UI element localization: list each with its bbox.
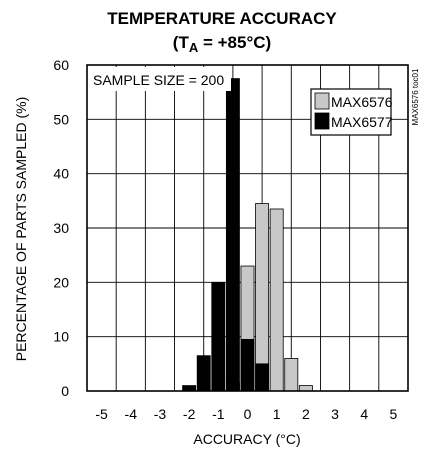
legend: MAX6576 MAX6577: [310, 88, 393, 136]
chart-subtitle-prefix: (T: [173, 33, 190, 52]
x-tick-label: 4: [360, 406, 368, 422]
chart-title: TEMPERATURE ACCURACY: [107, 9, 337, 28]
chart-subtitle-subscript: A: [189, 40, 199, 55]
bar-max6577: [196, 355, 211, 392]
y-tick-label: 20: [53, 274, 69, 290]
plot-area: 0 10 20 30 40 50 60 -5 -4 -3 -2 -1 0 1 2 3 4 5 SAMPLE SIZE…: [53, 57, 420, 422]
figure-code: MAX6576 toc01: [411, 68, 420, 125]
annotation-background: [89, 67, 231, 91]
y-axis-label: PERCENTAGE OF PARTS SAMPLED (%): [13, 97, 29, 362]
x-tick-label: -1: [212, 406, 225, 422]
chart-subtitle: (TA = +85°C): [173, 33, 271, 55]
y-tick-label: 30: [53, 220, 69, 236]
x-tick-label: 2: [302, 406, 310, 422]
bar-max6577: [225, 78, 240, 392]
x-axis-label: ACCURACY (°C): [193, 431, 300, 447]
legend-swatch-max6577: [314, 112, 330, 130]
y-tick-label: 10: [53, 329, 69, 345]
plot-frame: [86, 64, 409, 392]
x-tick-label: 1: [273, 406, 281, 422]
y-tick-labels: 0 10 20 30 40 50 60: [53, 57, 69, 399]
bar-max6577: [182, 385, 197, 392]
bar-max6577: [255, 363, 270, 392]
legend-swatch-max6576: [314, 92, 330, 110]
bar-max6576: [255, 203, 270, 392]
y-tick-label: 60: [53, 57, 69, 73]
bars: [182, 78, 313, 392]
x-tick-label: -4: [125, 406, 138, 422]
bar-max6576: [284, 357, 299, 392]
y-tick-label: 50: [53, 111, 69, 127]
x-tick-label: 5: [390, 406, 398, 422]
bar-max6577: [240, 338, 255, 392]
x-tick-label: 0: [244, 406, 252, 422]
x-tick-label: -2: [183, 406, 196, 422]
y-tick-label: 0: [61, 383, 69, 399]
y-tick-label: 40: [53, 166, 69, 182]
x-tick-labels: -5 -4 -3 -2 -1 0 1 2 3 4 5: [95, 406, 397, 422]
x-tick-label: -3: [154, 406, 167, 422]
legend-label-max6577: MAX6577: [331, 114, 393, 130]
bar-max6576: [269, 208, 284, 392]
annotation-text: SAMPLE SIZE = 200: [93, 72, 224, 88]
sample-size-annotation: SAMPLE SIZE = 200: [89, 67, 231, 91]
chart-subtitle-suffix: = +85°C): [198, 33, 271, 52]
bar-max6577: [211, 281, 226, 392]
x-tick-label: 3: [331, 406, 339, 422]
x-tick-label: -5: [95, 406, 108, 422]
bar-max6576: [298, 385, 313, 392]
legend-label-max6576: MAX6576: [331, 94, 393, 110]
